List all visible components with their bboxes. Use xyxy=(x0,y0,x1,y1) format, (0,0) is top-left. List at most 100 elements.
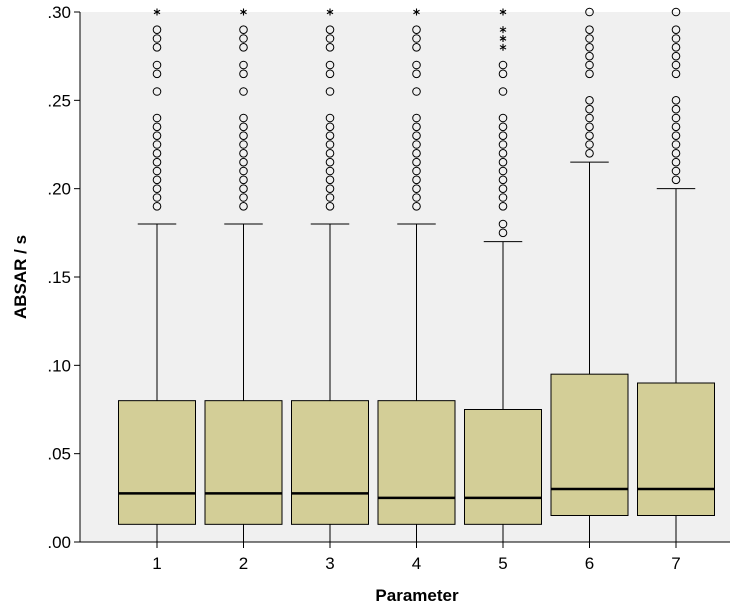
outlier-point xyxy=(412,43,421,52)
outlier-point xyxy=(585,69,594,79)
x-tick-label: 4 xyxy=(412,554,421,573)
extreme-stroke xyxy=(326,9,334,15)
outlier-point xyxy=(412,202,421,211)
x-tick-label: 5 xyxy=(498,554,507,573)
outlier-point xyxy=(325,60,335,70)
outlier-point xyxy=(585,60,594,70)
outlier-point xyxy=(585,34,594,43)
outlier-point xyxy=(498,140,508,149)
outlier-point xyxy=(152,131,162,140)
y-axis-ticks: .00 .05 .10 .15 .20 .25 .30 xyxy=(47,3,80,552)
extreme-stroke xyxy=(499,27,507,32)
outlier-point xyxy=(325,131,335,140)
outlier-point xyxy=(585,104,594,114)
outlier-point xyxy=(152,157,162,167)
outlier-point xyxy=(412,193,421,202)
box xyxy=(550,373,629,516)
outlier-point xyxy=(325,69,335,79)
outlier-point xyxy=(498,87,508,96)
box xyxy=(204,400,283,525)
outlier-point xyxy=(152,184,162,193)
outlier-point xyxy=(152,113,162,123)
x-axis-title: Parameter xyxy=(375,586,459,605)
outlier-point xyxy=(412,149,421,158)
outlier-point xyxy=(585,131,594,140)
box xyxy=(464,409,542,525)
outlier-point xyxy=(671,104,681,114)
x-tick-label: 2 xyxy=(239,554,248,573)
outlier-point xyxy=(152,140,162,149)
x-tick-label: 6 xyxy=(585,554,594,573)
box xyxy=(291,400,369,525)
outlier-point xyxy=(671,51,681,61)
outlier-point xyxy=(671,43,681,52)
outlier-point xyxy=(412,34,421,43)
outlier-point xyxy=(152,60,162,70)
outlier-point xyxy=(585,96,594,105)
outlier-point xyxy=(325,140,335,149)
outlier-point xyxy=(671,69,681,79)
y-tick-label: .00 xyxy=(47,533,71,552)
outlier-point xyxy=(239,193,248,202)
outlier-point xyxy=(325,122,335,132)
outlier-point xyxy=(412,140,421,149)
outlier-point xyxy=(325,43,335,52)
outlier-point xyxy=(671,149,681,158)
outlier-point xyxy=(152,69,162,79)
outlier-point xyxy=(498,69,508,79)
outlier-point xyxy=(412,175,421,185)
outlier-point xyxy=(671,60,681,70)
outlier-point xyxy=(585,113,594,123)
outlier-point xyxy=(585,25,594,34)
extreme-stroke xyxy=(499,36,507,41)
y-tick-label: .20 xyxy=(47,180,71,199)
outlier-point xyxy=(239,87,248,96)
x-tick-label: 1 xyxy=(152,554,161,573)
y-tick-label: .25 xyxy=(47,91,71,110)
outlier-point xyxy=(325,34,335,43)
box xyxy=(377,400,456,525)
extreme-point xyxy=(499,26,507,34)
extreme-stroke xyxy=(240,9,247,15)
outlier-point xyxy=(239,157,248,167)
box-group xyxy=(377,8,456,542)
outlier-point xyxy=(671,122,681,132)
outlier-point xyxy=(152,43,162,52)
box-group xyxy=(550,7,629,542)
extreme-stroke xyxy=(499,45,507,50)
outlier-point xyxy=(498,157,508,167)
extreme-point xyxy=(413,8,420,16)
box xyxy=(118,400,196,525)
outlier-point xyxy=(325,202,335,211)
outlier-point xyxy=(239,113,248,123)
outlier-point xyxy=(239,166,248,176)
outlier-point xyxy=(325,184,335,193)
outlier-point xyxy=(152,34,162,43)
extreme-point xyxy=(153,8,161,16)
outlier-point xyxy=(152,193,162,202)
x-tick-label: 3 xyxy=(325,554,334,573)
outlier-point xyxy=(498,166,508,176)
extreme-point xyxy=(240,8,247,16)
outlier-point xyxy=(498,219,508,229)
outlier-point xyxy=(325,157,335,167)
outlier-point xyxy=(671,113,681,123)
outlier-point xyxy=(412,25,421,34)
outlier-point xyxy=(239,60,248,70)
outlier-point xyxy=(412,87,421,96)
outlier-point xyxy=(325,87,335,96)
y-tick-label: .30 xyxy=(47,3,71,22)
outlier-point xyxy=(152,25,162,34)
outlier-point xyxy=(325,193,335,202)
x-axis-ticks: 1 2 3 4 5 6 7 xyxy=(152,542,681,573)
outlier-point xyxy=(412,122,421,132)
extreme-stroke xyxy=(153,9,161,15)
y-tick-label: .15 xyxy=(47,268,71,287)
outlier-point xyxy=(239,202,248,211)
extreme-stroke xyxy=(499,9,507,15)
extreme-point xyxy=(499,35,507,42)
extreme-point xyxy=(499,8,507,16)
outlier-point xyxy=(239,184,248,193)
outlier-point xyxy=(239,131,248,140)
outlier-point xyxy=(671,175,681,185)
